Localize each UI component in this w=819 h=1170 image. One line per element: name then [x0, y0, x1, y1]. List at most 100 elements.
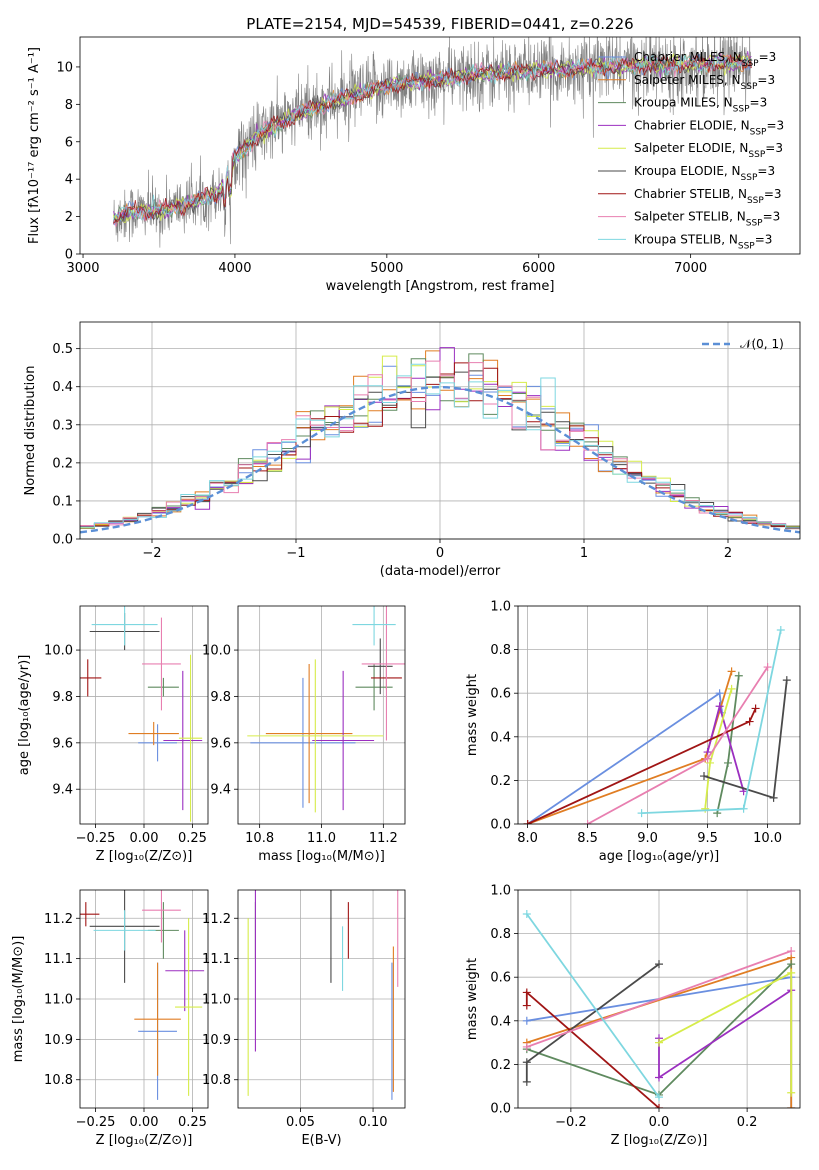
y-tick-label: 10.0 [202, 644, 231, 659]
y-tick-label: 0.8 [490, 643, 511, 658]
model-line-6 [113, 53, 752, 224]
weight-marker [655, 1038, 663, 1047]
axes-frame [517, 605, 801, 825]
panel-age-vs-Z: −0.25 0.00 0.25 9.4 9.6 9.8 10.0 Z [log₁₀(Z/Z⊙)… [17, 605, 209, 864]
x-axis-label: (data-model)/error [380, 564, 501, 579]
y-tick-label: 0.3 [52, 418, 73, 433]
legend-entry: Salpeter STELIB, NSSP=3 [634, 210, 780, 229]
panel-residuals: −2 −1 0 1 2 0.0 0.1 0.2 0.3 0.4 0.5 (data-model)/er… [23, 321, 801, 579]
errorbar-point [142, 617, 181, 711]
weight-marker [787, 1104, 796, 1108]
weight-marker [727, 667, 736, 676]
x-tick-label: 11.0 [307, 831, 336, 846]
panel-spectrum: 3000 4000 5000 6000 7000 0 2 4 6 8 10 wavelength [A… [27, 36, 801, 294]
weight-series-7 [526, 950, 792, 1048]
histogram-step-8 [80, 363, 800, 539]
axes-frame [237, 605, 406, 825]
weight-marker [522, 909, 531, 918]
weight-marker [715, 689, 724, 698]
errorbar-point [355, 663, 393, 711]
weight-marker [655, 960, 663, 969]
x-axis-label: mass [log₁₀(M/M⊙)] [258, 849, 385, 864]
x-tick-label: 9.0 [637, 831, 658, 846]
weight-marker [715, 702, 724, 711]
x-axis-label: Z [log₁₀(Z/Z⊙)] [96, 849, 193, 864]
y-tick-label: 2 [65, 210, 73, 225]
y-tick-label: 0.4 [490, 730, 511, 745]
panel-mass-vs-EBV: 0.05 0.10 10.8 10.9 11.0 11.1 11.2 E(B-V) [202, 889, 406, 1148]
axes-frame [79, 605, 209, 825]
y-axis-label: Normed distribution [23, 366, 38, 496]
normal-curve [80, 385, 800, 534]
y-tick-label: 11.2 [44, 912, 73, 927]
x-tick-label: −0.25 [76, 831, 116, 846]
axes-frame [79, 321, 801, 540]
x-tick-label: 0.10 [359, 1115, 388, 1130]
errorbar-point [367, 638, 393, 695]
y-tick-label: 1.0 [490, 884, 511, 899]
y-tick-label: 11.0 [202, 993, 231, 1008]
y-tick-label: 10.8 [202, 1073, 231, 1088]
y-tick-label: 6 [65, 135, 73, 150]
y-tick-label: 8 [65, 98, 73, 113]
weight-marker [583, 820, 592, 824]
y-axis-label: mass weight [465, 958, 480, 1040]
weight-marker [763, 663, 772, 672]
weight-marker [787, 960, 796, 969]
y-axis-label: mass weight [465, 674, 480, 756]
weight-marker [655, 1073, 663, 1082]
x-tick-label: 0.25 [178, 1115, 207, 1130]
y-tick-label: 11.0 [44, 993, 73, 1008]
y-tick-label: 10 [56, 60, 73, 75]
y-tick-label: 0.2 [490, 1058, 511, 1073]
weight-marker [787, 947, 796, 956]
legend-entry: 𝒩(0, 1) [740, 337, 784, 351]
x-axis-label: E(B-V) [301, 1133, 341, 1148]
y-tick-label: 0.2 [52, 456, 73, 471]
errorbar-point [142, 890, 181, 943]
weight-marker [655, 1104, 663, 1108]
y-tick-label: 11.1 [202, 952, 231, 967]
errorbar-point [163, 670, 203, 811]
weight-marker [787, 968, 796, 977]
errorbar-point [138, 724, 177, 762]
x-tick-label: −1 [286, 546, 305, 561]
plot-area [247, 606, 405, 813]
weight-marker [724, 758, 732, 767]
weight-marker [700, 772, 708, 781]
legend-entry: Kroupa STELIB, NSSP=3 [634, 232, 772, 251]
y-tick-label: 0.1 [52, 494, 73, 509]
y-tick-label: 0.2 [490, 774, 511, 789]
y-tick-label: 1.0 [490, 600, 511, 615]
plot-area [80, 347, 800, 539]
legend-entry: Chabrier ELODIE, NSSP=3 [634, 118, 784, 137]
x-tick-label: 5000 [370, 261, 403, 276]
weight-marker [706, 758, 714, 767]
y-tick-label: 9.6 [52, 736, 73, 751]
figure-title: PLATE=2154, MJD=54539, FIBERID=0441, z=0… [246, 15, 633, 33]
weight-marker [734, 671, 743, 680]
panel-age-vs-mass: 10.8 11.0 11.2 9.4 9.6 9.8 10.0 mass [log₁₀(M/M… [202, 605, 406, 864]
legend-entry: Chabrier STELIB, NSSP=3 [634, 187, 782, 206]
weight-marker [523, 820, 532, 824]
weight-series-7 [587, 666, 769, 824]
y-tick-label: 9.6 [210, 736, 231, 751]
weight-marker [637, 809, 646, 818]
legend-entry: Chabrier MILES, NSSP=3 [634, 50, 776, 69]
x-axis-label: age [log₁₀(age/yr)] [599, 849, 720, 864]
errorbar-point [80, 902, 100, 927]
weight-marker [739, 804, 748, 813]
errorbar-point [312, 670, 375, 811]
plot-area [522, 909, 796, 1108]
weight-marker [522, 1001, 531, 1010]
plot-area [80, 606, 203, 822]
x-tick-label: 9.5 [697, 831, 718, 846]
weight-marker [787, 1088, 796, 1097]
errorbar-point [265, 663, 353, 804]
y-axis-label: age [log₁₀(age/yr)] [17, 655, 32, 776]
x-tick-label: 0.0 [649, 1115, 670, 1130]
y-tick-label: 10.8 [44, 1073, 73, 1088]
x-tick-label: 0.2 [737, 1115, 758, 1130]
panel-massweight-vs-age: 8.0 8.5 9.0 9.5 10.0 0.0 0.2 0.4 0.6 0.8 1.0 age [l… [465, 600, 801, 864]
axes-frame [79, 36, 801, 255]
